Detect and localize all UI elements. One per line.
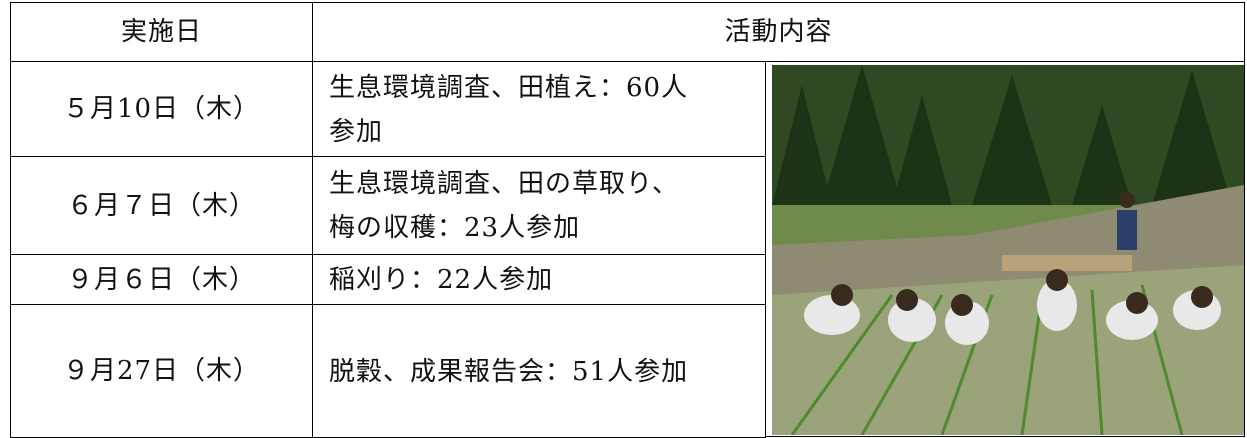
date-cell: ５月10日（木）	[10, 61, 313, 157]
photo-cell	[765, 61, 1245, 437]
activity-text: 生息環境調査、田の草取り、	[329, 169, 679, 199]
activity-text: 参加	[329, 116, 384, 147]
activity-cell: 稲刈り：22人参加	[312, 254, 766, 305]
activity-text: 脱穀、成果報告会：51人参加	[329, 356, 689, 387]
date-cell: ９月６日（木）	[10, 254, 313, 305]
header-text: 活動内容	[724, 17, 833, 47]
date-cell: ９月27日（木）	[10, 304, 313, 438]
activity-text: 稲刈り：22人参加	[329, 265, 554, 295]
date-text: ６月７日（木）	[66, 190, 256, 221]
activity-text: 生息環境調査、田植え：60人	[329, 72, 689, 103]
date-text: ５月10日（木）	[62, 94, 261, 124]
header-cell: 実施日	[10, 2, 313, 62]
activity-cell: 生息環境調査、田植え：60人 参加	[312, 61, 766, 157]
date-cell: ６月７日（木）	[10, 156, 313, 255]
activity-cell: 脱穀、成果報告会：51人参加	[312, 304, 766, 438]
date-text: ９月27日（木）	[62, 356, 261, 386]
activity-text: 梅の収穫：23人参加	[329, 213, 581, 243]
header-cell: 活動内容	[312, 2, 1245, 62]
activity-cell: 生息環境調査、田の草取り、 梅の収穫：23人参加	[312, 156, 766, 255]
header-text: 実施日	[120, 17, 202, 47]
date-text: ９月６日（木）	[66, 264, 256, 295]
photo	[772, 65, 1244, 435]
